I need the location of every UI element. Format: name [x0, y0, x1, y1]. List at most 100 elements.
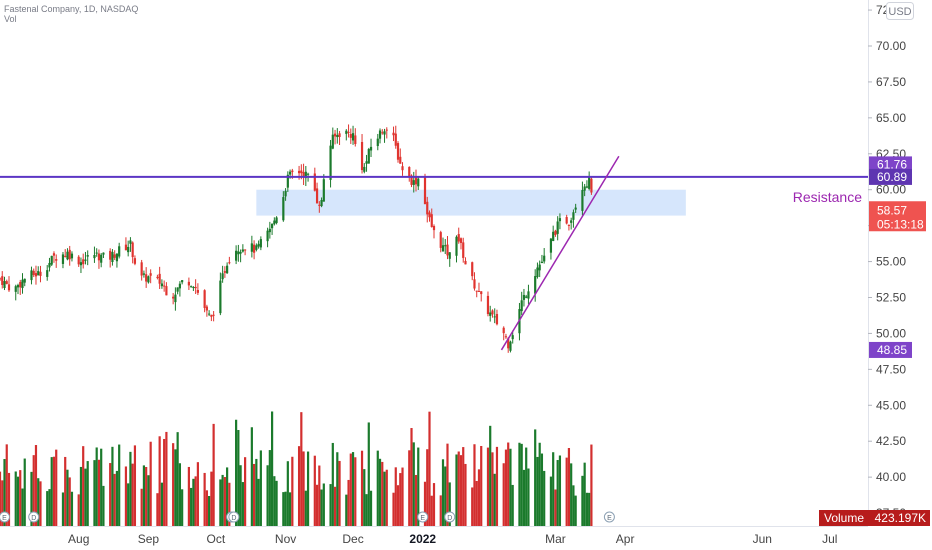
volume-bar: [127, 483, 130, 526]
candle: [208, 310, 211, 317]
volume-bar: [504, 449, 508, 526]
volume-bar: [522, 469, 526, 526]
candle: [527, 284, 530, 305]
volume-bar: [300, 412, 303, 526]
volume-bar: [288, 492, 292, 526]
candle: [549, 237, 553, 260]
candle: [5, 279, 8, 285]
candle: [275, 216, 278, 225]
candle: [392, 126, 395, 142]
candle: [48, 257, 51, 272]
volume-bar: [156, 493, 159, 526]
volume-bar: [250, 427, 253, 526]
currency-button[interactable]: USD: [886, 2, 914, 20]
earnings-marker[interactable]: E: [417, 511, 429, 523]
candle: [140, 259, 143, 281]
volume-bar: [241, 482, 244, 526]
volume-bar: [235, 419, 238, 526]
candle: [163, 280, 166, 292]
dividend-marker[interactable]: D: [28, 511, 40, 523]
candle: [244, 249, 247, 256]
candle: [286, 171, 289, 192]
volume-bar: [540, 453, 544, 526]
candle: [590, 177, 593, 195]
volume-bar: [30, 471, 33, 526]
volume-bar: [203, 472, 206, 526]
candle: [100, 253, 103, 268]
volume-bar: [266, 465, 269, 526]
y-tick-label: 40.00: [876, 470, 906, 484]
candle: [210, 314, 213, 322]
candle: [439, 230, 442, 253]
volume-bar: [68, 477, 71, 526]
candle: [448, 252, 451, 267]
volume-bar: [129, 451, 132, 526]
candle: [68, 245, 71, 266]
candle: [536, 262, 539, 279]
candle: [426, 196, 429, 223]
volume-bar: [392, 492, 395, 526]
dividend-marker[interactable]: D: [444, 511, 456, 523]
candle: [336, 128, 339, 144]
candle: [462, 237, 465, 263]
volume-bar: [14, 471, 17, 526]
y-tick-label: 70.00: [876, 39, 906, 53]
candle: [273, 217, 276, 226]
volume-bar: [338, 460, 341, 526]
candle: [446, 236, 449, 260]
candle: [493, 308, 496, 324]
volume-bar: [588, 492, 591, 526]
dividend-marker[interactable]: D: [228, 511, 240, 523]
volume-bar: [570, 463, 573, 526]
volume-bar: [581, 475, 584, 526]
candle: [565, 214, 568, 225]
volume-bar: [336, 452, 339, 526]
candle: [118, 242, 121, 259]
candle: [34, 265, 38, 285]
volume-bar: [572, 485, 575, 526]
candle: [165, 282, 168, 296]
candle: [142, 270, 146, 278]
candle: [257, 240, 260, 249]
volume-bar: [176, 432, 179, 526]
volume-bar: [19, 470, 22, 526]
candle: [156, 274, 159, 280]
volume-bar: [315, 484, 319, 526]
candle: [228, 256, 231, 265]
volume-bar: [194, 476, 197, 526]
y-tick-label: 55.00: [876, 255, 906, 269]
y-tick-label: 50.00: [876, 326, 906, 340]
volume-bar: [39, 481, 42, 526]
candle: [385, 127, 388, 139]
candle: [585, 180, 589, 189]
currency-label: USD: [888, 6, 911, 18]
volume-bar: [66, 469, 69, 526]
volume-bar: [489, 425, 492, 526]
candle: [84, 251, 87, 265]
candle: [315, 182, 319, 204]
volume-bar: [5, 444, 8, 526]
candle: [495, 309, 499, 326]
candle: [223, 266, 226, 278]
candle: [455, 235, 458, 263]
volume-bar: [493, 473, 496, 526]
volume-bar: [378, 458, 382, 526]
candle: [192, 286, 195, 291]
svg-text:E: E: [2, 515, 7, 522]
x-tick-label: Oct: [207, 532, 226, 546]
volume-bar: [333, 486, 337, 526]
x-tick-label: Aug: [68, 532, 89, 546]
earnings-marker[interactable]: E: [0, 511, 10, 523]
candle: [459, 237, 463, 250]
volume-bar: [219, 479, 222, 526]
volume-bar: [244, 457, 247, 526]
candle: [14, 284, 17, 301]
candle: [444, 239, 447, 255]
volume-bar: [140, 488, 143, 526]
candle: [552, 225, 555, 242]
candle: [97, 249, 101, 269]
earnings-marker[interactable]: E: [603, 511, 615, 523]
candle: [574, 203, 577, 213]
